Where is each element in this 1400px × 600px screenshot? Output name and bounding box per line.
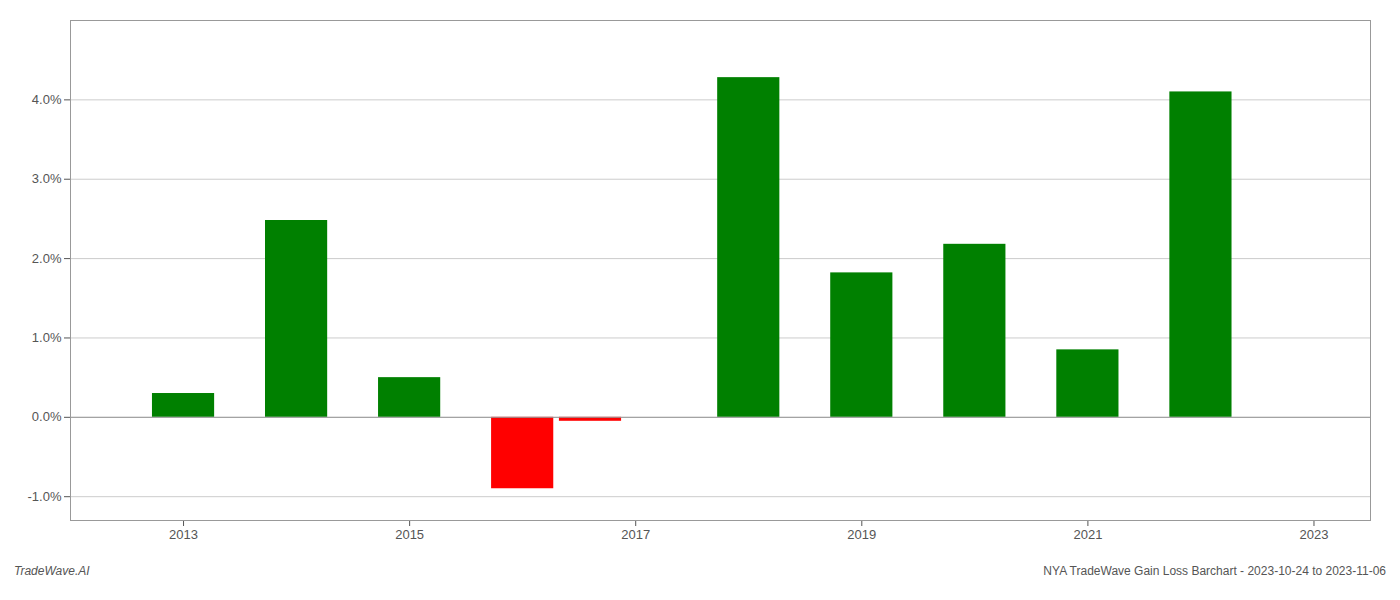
svg-text:2023: 2023 — [1300, 527, 1329, 542]
svg-text:-1.0%: -1.0% — [28, 489, 62, 504]
svg-text:2021: 2021 — [1073, 527, 1102, 542]
svg-text:2013: 2013 — [169, 527, 198, 542]
svg-text:2015: 2015 — [395, 527, 424, 542]
svg-text:2.0%: 2.0% — [32, 251, 62, 266]
svg-text:1.0%: 1.0% — [32, 330, 62, 345]
svg-text:0.0%: 0.0% — [32, 409, 62, 424]
svg-text:4.0%: 4.0% — [32, 92, 62, 107]
svg-text:3.0%: 3.0% — [32, 171, 62, 186]
svg-text:2017: 2017 — [621, 527, 650, 542]
svg-text:2019: 2019 — [847, 527, 876, 542]
html-text:TradeWave.AI: TradeWave.AI — [14, 564, 90, 578]
html-text:NYA TradeWave Gain Loss Barcha: NYA TradeWave Gain Loss Barchart - 2023-… — [1043, 564, 1386, 578]
